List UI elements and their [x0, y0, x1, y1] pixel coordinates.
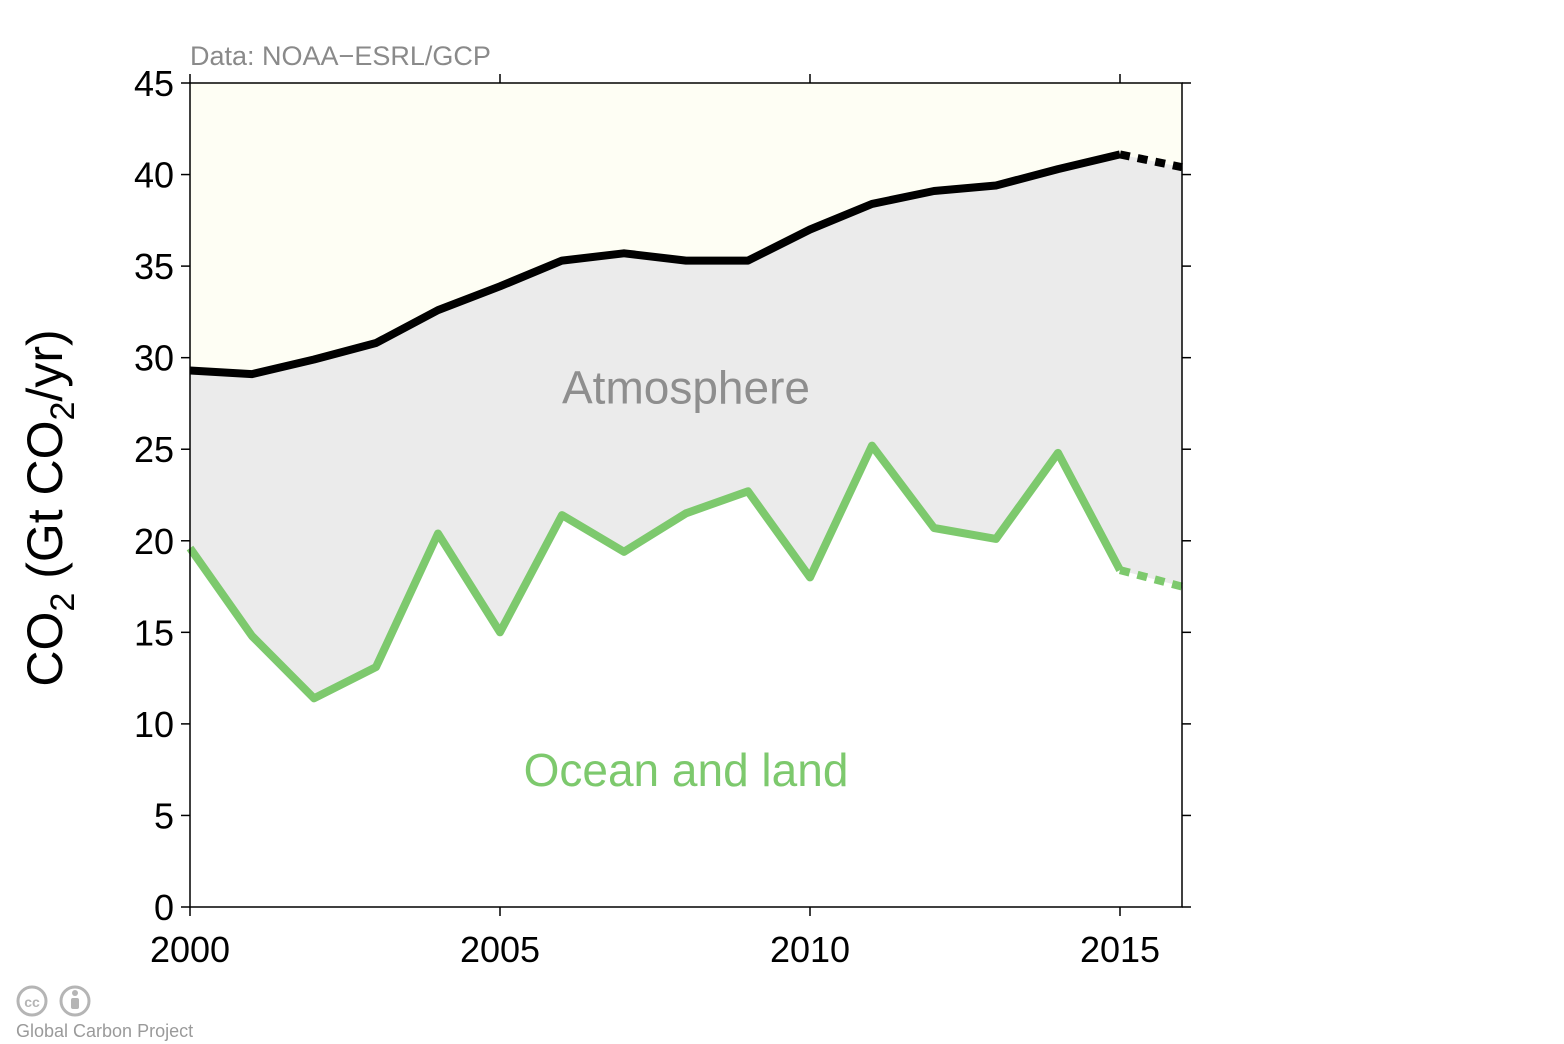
x-tick-label: 2000 [150, 929, 230, 970]
atmosphere-area [190, 154, 1182, 699]
y-axis-label: CO2 (Gt CO2/yr) [17, 329, 82, 686]
atmosphere-label: Atmosphere [562, 361, 810, 413]
total-emissions-line [189, 150, 1121, 379]
y-tick-label: 40 [134, 155, 174, 196]
y-tick-label: 25 [134, 429, 174, 470]
plot-area [186, 82, 1184, 908]
ocean-and-land-label: Ocean and land [524, 744, 849, 796]
y-axis: 0 5 10 15 20 25 30 35 40 45 [134, 63, 1191, 928]
area-above-total [190, 83, 1182, 375]
y-tick-label: 45 [134, 63, 174, 104]
y-tick-label: 15 [134, 612, 174, 653]
y-tick-label: 10 [134, 704, 174, 745]
y-tick-label: 0 [154, 887, 174, 928]
x-axis: 2000 2005 2010 2015 [150, 74, 1160, 970]
attribution-icon [59, 985, 91, 1017]
plot-frame [189, 82, 1183, 908]
license-badges: cc [16, 985, 91, 1017]
svg-text:cc: cc [24, 994, 40, 1010]
y-tick-label: 20 [134, 521, 174, 562]
ocean-land-sink-line [186, 441, 1124, 703]
x-tick-label: 2015 [1080, 929, 1160, 970]
y-tick-label: 5 [154, 795, 174, 836]
cc-icon: cc [16, 985, 48, 1017]
x-tick-label: 2010 [770, 929, 850, 970]
y-tick-label: 35 [134, 246, 174, 287]
credit-text: Global Carbon Project [16, 1021, 193, 1041]
y-tick-label: 30 [134, 338, 174, 379]
data-source-note: Data: NOAA−ESRL/GCP [190, 41, 491, 71]
x-tick-label: 2005 [460, 929, 540, 970]
